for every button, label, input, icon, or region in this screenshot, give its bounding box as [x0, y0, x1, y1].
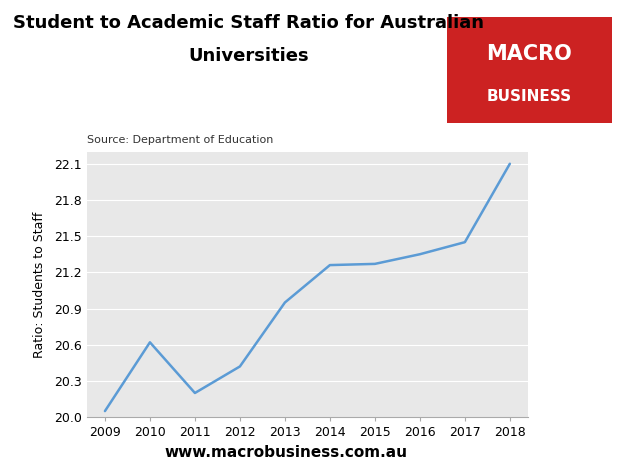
Text: Student to Academic Staff Ratio for Australian: Student to Academic Staff Ratio for Aust…: [13, 14, 484, 32]
Text: www.macrobusiness.com.au: www.macrobusiness.com.au: [164, 445, 407, 460]
Text: MACRO: MACRO: [486, 44, 573, 64]
Text: Universities: Universities: [188, 47, 309, 65]
Text: Source: Department of Education: Source: Department of Education: [87, 135, 273, 145]
Text: BUSINESS: BUSINESS: [487, 89, 572, 104]
Y-axis label: Ratio: Students to Staff: Ratio: Students to Staff: [33, 211, 46, 357]
